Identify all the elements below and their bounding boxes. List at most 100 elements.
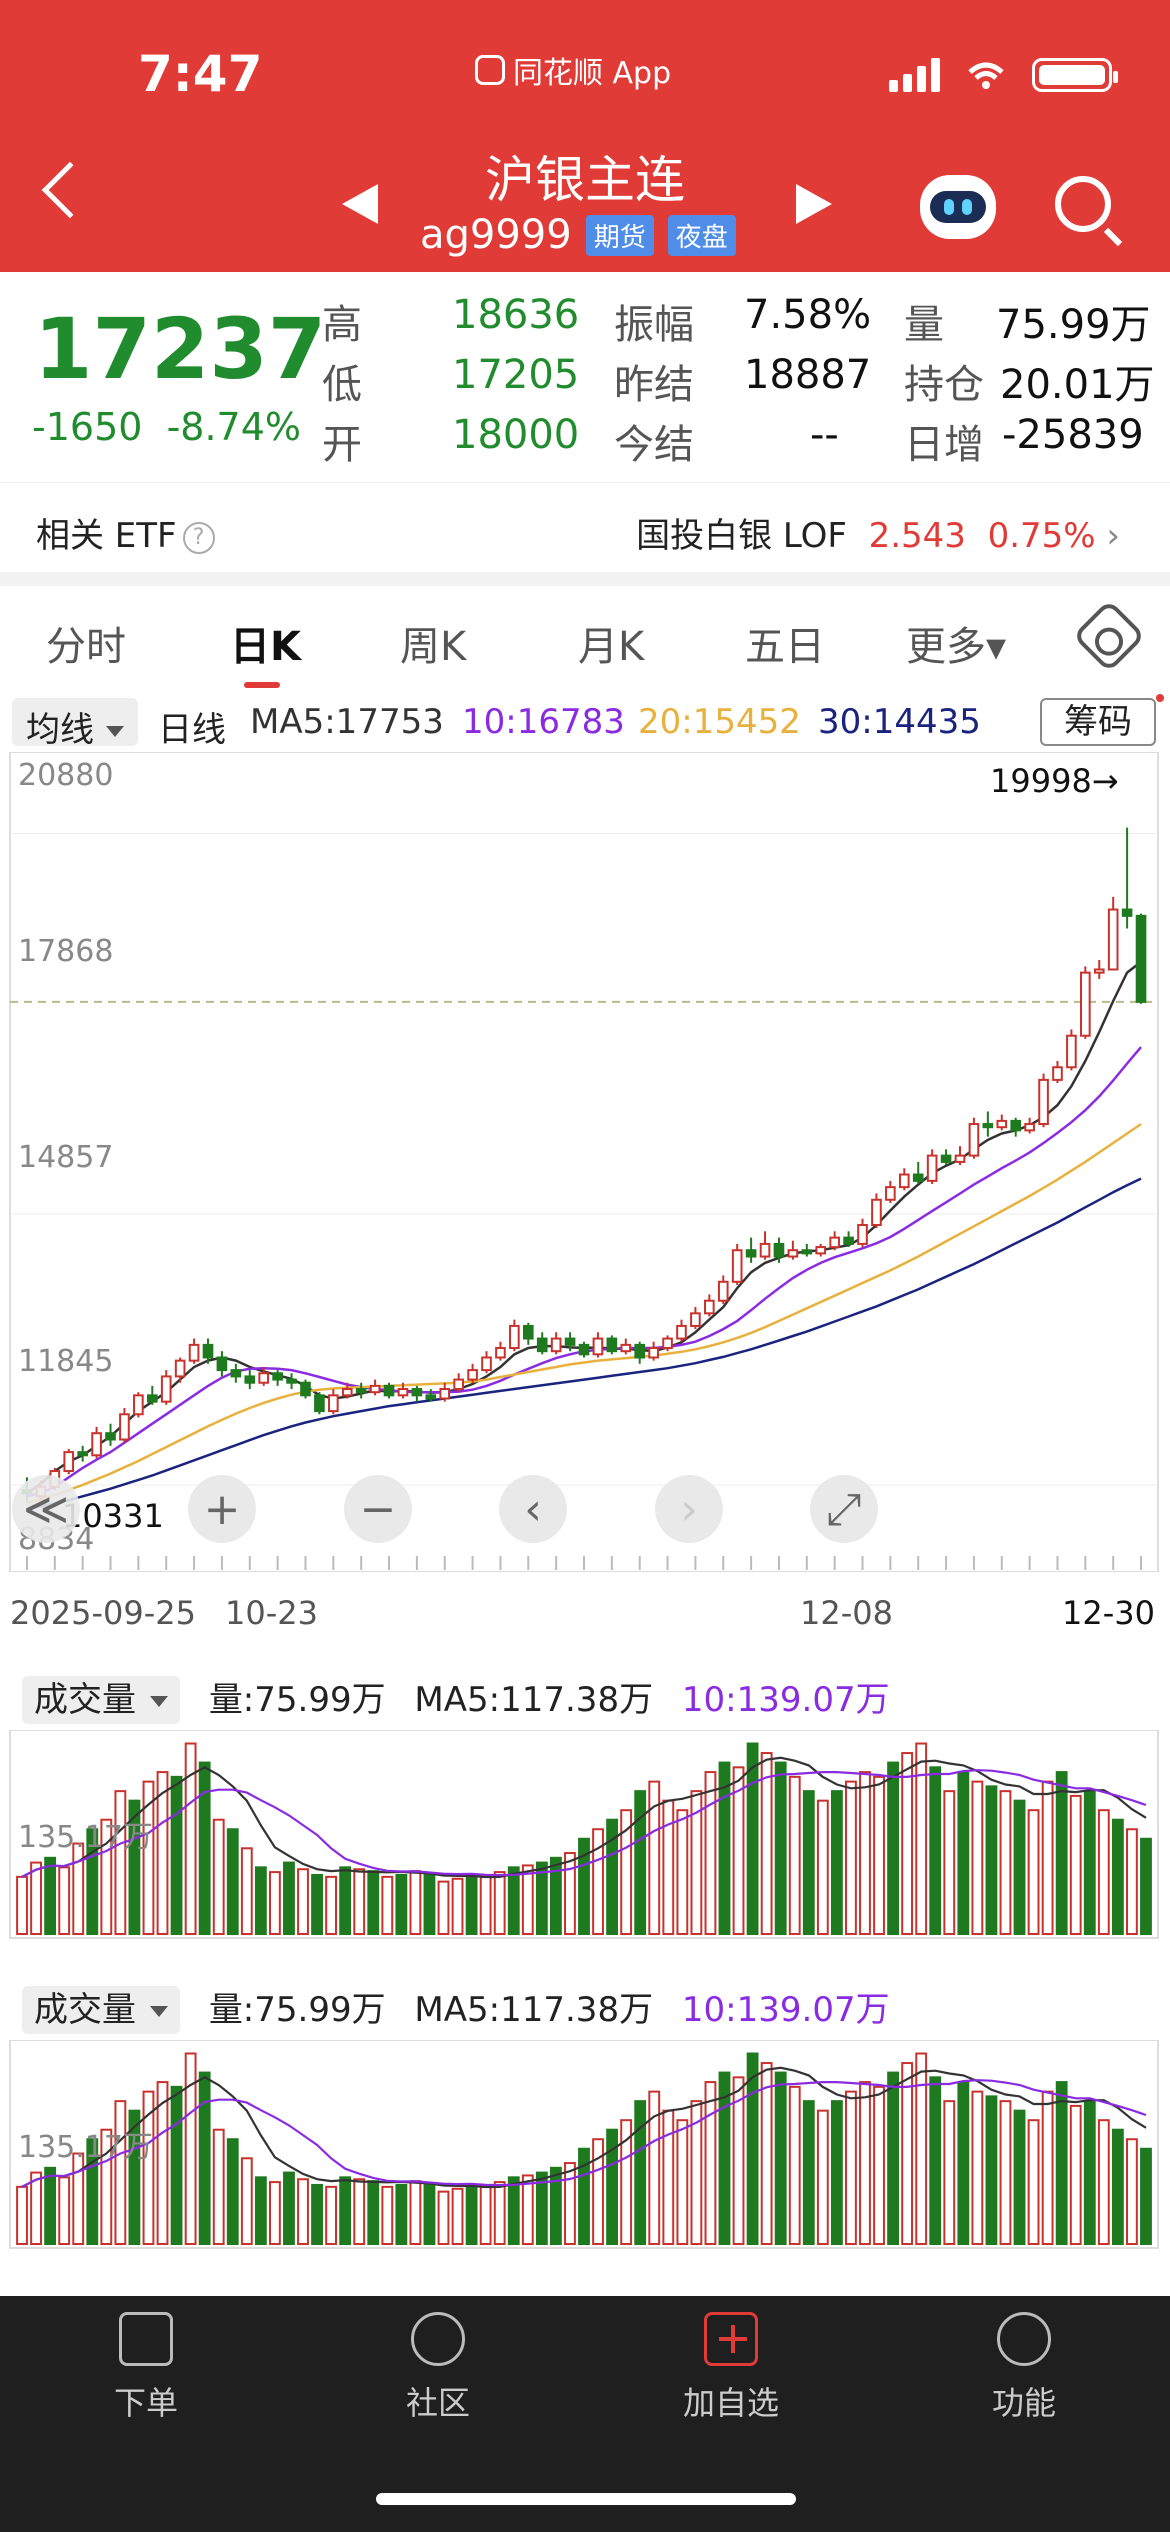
volume-bar xyxy=(830,2100,843,2246)
volume-bar xyxy=(1140,1837,1152,1935)
tab-intraday[interactable]: 分时 xyxy=(46,624,126,670)
next-button[interactable]: › xyxy=(655,1475,723,1543)
ma30-value: 30:14435 xyxy=(818,702,981,742)
prev-contract-button[interactable] xyxy=(342,184,378,224)
page-title: 沪银主连 xyxy=(485,151,685,209)
candle-body xyxy=(105,1432,116,1441)
tab-five-day[interactable]: 五日 xyxy=(745,624,825,670)
candle-body xyxy=(885,1186,896,1201)
candle-body xyxy=(133,1394,144,1416)
volume-indicator-dropdown-2[interactable]: 成交量 xyxy=(22,1986,180,2034)
volume-bar xyxy=(971,1780,984,1935)
tab-more[interactable]: 更多▾ xyxy=(906,624,1007,670)
volume-bar xyxy=(240,1847,253,1935)
volume-ma5-line xyxy=(21,2066,1147,2189)
volume-indicator-dropdown[interactable]: 成交量 xyxy=(22,1676,180,1724)
scroll-left-button[interactable]: ≪ xyxy=(12,1475,80,1543)
volume-bar xyxy=(788,2085,801,2245)
volume-bar xyxy=(845,2090,857,2245)
volume-bar xyxy=(268,2181,281,2246)
volume-bar xyxy=(479,2185,492,2246)
candle-body xyxy=(453,1378,464,1391)
volume-bar xyxy=(915,2052,928,2246)
candle-body xyxy=(63,1451,75,1473)
volume-bar xyxy=(212,2128,225,2245)
candle-body xyxy=(676,1324,687,1340)
volume-bar xyxy=(676,1809,689,1935)
volume-bar xyxy=(339,1866,352,1935)
candle-body xyxy=(481,1356,492,1372)
volume-bar xyxy=(887,1761,900,1936)
volume-bar xyxy=(325,1875,338,1936)
tab-community[interactable]: 社区 xyxy=(358,2312,518,2424)
volume-bar xyxy=(170,2085,183,2245)
volume-bar xyxy=(606,1818,619,1935)
fullscreen-button[interactable]: ⤢ xyxy=(810,1475,878,1543)
search-icon[interactable] xyxy=(1055,176,1111,232)
ma-legend: 日线 MA5:17753 10:16783 20:15452 30:14435 xyxy=(0,700,1170,750)
status-app-indicator: 同花顺 App xyxy=(475,48,671,92)
volume-ma5-1: MA5:117.38万 xyxy=(414,1680,654,1720)
candle-body xyxy=(174,1359,186,1378)
candle-body xyxy=(690,1312,701,1327)
amplitude-value: 7.58% xyxy=(744,292,872,338)
candle-body xyxy=(620,1343,632,1353)
etf-quote[interactable]: 国投白银 LOF 2.543 0.75% › xyxy=(636,508,1120,557)
candle-body xyxy=(550,1337,562,1353)
settings-gear-icon[interactable] xyxy=(1072,599,1146,673)
next-contract-button[interactable] xyxy=(796,184,832,224)
volume-chart-1[interactable] xyxy=(0,1730,1170,1940)
related-etf-row[interactable] xyxy=(0,482,1170,578)
volume-ma10-line xyxy=(21,2079,1147,2188)
volume-bar xyxy=(381,1875,394,1936)
candle-body xyxy=(968,1123,980,1157)
price-change: -1650 -8.74% xyxy=(32,405,301,449)
prev-button[interactable]: ‹ xyxy=(499,1475,567,1543)
tab-functions[interactable]: 功能 xyxy=(944,2312,1104,2424)
volume-bar xyxy=(746,2052,759,2246)
help-icon[interactable]: ? xyxy=(182,521,215,554)
volume-bar xyxy=(297,2178,309,2245)
candle-body xyxy=(1121,908,1133,917)
volume-bar xyxy=(774,1761,787,1936)
candle-body xyxy=(1038,1078,1049,1126)
tab-daily-k[interactable]: 日K xyxy=(230,624,301,670)
tab-weekly-k[interactable]: 周K xyxy=(400,624,467,670)
low-value: 17205 xyxy=(452,352,580,398)
add-icon xyxy=(704,2312,758,2366)
chip-distribution-button[interactable]: 筹码 xyxy=(1040,698,1156,746)
volume-bar xyxy=(395,1873,408,1935)
zoom-in-button[interactable]: + xyxy=(188,1475,256,1543)
volume-bar xyxy=(1013,2109,1026,2245)
volume-bar xyxy=(718,1761,731,1936)
volume-bar xyxy=(44,2166,57,2245)
volume-bar xyxy=(114,2100,127,2246)
volume-bar xyxy=(648,2090,661,2245)
bottom-tab-bar xyxy=(0,2296,1170,2532)
volume-bar xyxy=(437,2190,450,2245)
volume-bar xyxy=(86,2138,99,2245)
volume-bar xyxy=(690,2100,703,2246)
volume-bar xyxy=(648,1780,661,1935)
volume-bar xyxy=(1055,1771,1068,1935)
contract-code-row: ag9999 期货 夜盘 xyxy=(420,212,736,258)
indicator-dropdown[interactable]: 均线 xyxy=(12,698,138,750)
ma5-value: MA5:17753 xyxy=(250,702,444,742)
etf-name: 国投白银 LOF xyxy=(636,516,847,556)
volume-bar xyxy=(507,2176,520,2245)
volume-bar xyxy=(873,2085,885,2245)
zoom-out-button[interactable]: − xyxy=(344,1475,412,1543)
volume-ma5-line xyxy=(21,1756,1147,1879)
candlestick-chart[interactable] xyxy=(0,752,1170,1572)
volume-bar xyxy=(521,1864,534,1935)
tab-add-watchlist[interactable]: 加自选 xyxy=(651,2312,811,2424)
assistant-robot-icon[interactable] xyxy=(920,175,996,239)
y-axis-label-4: 11845 xyxy=(18,1344,114,1379)
volume-bar xyxy=(30,2171,42,2245)
tab-order[interactable]: 下单 xyxy=(66,2312,226,2424)
volume-bar xyxy=(437,1880,450,1935)
candle-body xyxy=(926,1154,938,1182)
volume-chart-2[interactable] xyxy=(0,2040,1170,2250)
candle-body xyxy=(425,1394,437,1400)
tab-monthly-k[interactable]: 月K xyxy=(578,624,645,670)
